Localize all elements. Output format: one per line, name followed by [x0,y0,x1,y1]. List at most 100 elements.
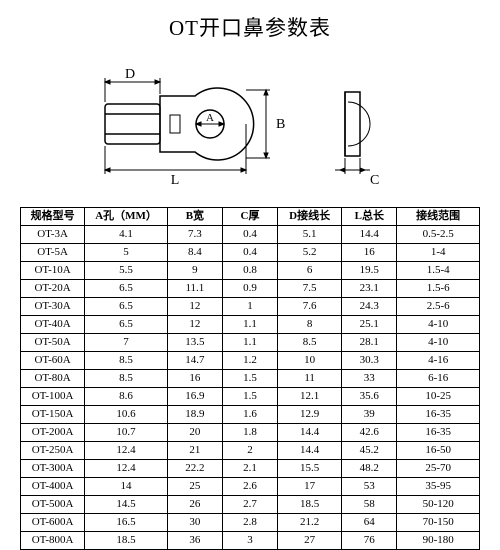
cell-d: 7.5 [278,280,342,298]
cell-range: 16-35 [397,424,480,442]
cell-l: 16 [342,244,397,262]
header-model: 规格型号 [21,208,85,226]
cell-c: 2.6 [222,478,277,496]
cell-l: 42.6 [342,424,397,442]
cell-a: 18.5 [85,532,168,550]
cell-range: 35-95 [397,478,480,496]
cell-model: OT-60A [21,352,85,370]
cell-c: 2.1 [222,460,277,478]
cell-b: 30 [167,514,222,532]
label-c: C [370,173,379,188]
cell-l: 28.1 [342,334,397,352]
cell-a: 16.5 [85,514,168,532]
cell-d: 5.2 [278,244,342,262]
table-row: OT-80A8.5161.511336-16 [21,370,480,388]
cell-b: 11.1 [167,280,222,298]
cell-b: 12 [167,316,222,334]
cell-a: 8.5 [85,352,168,370]
cell-b: 16.9 [167,388,222,406]
cell-d: 18.5 [278,496,342,514]
cell-b: 14.7 [167,352,222,370]
cell-c: 2 [222,442,277,460]
header-l: L总长 [342,208,397,226]
table-row: OT-100A8.616.91.512.135.610-25 [21,388,480,406]
cell-model: OT-5A [21,244,85,262]
table-row: OT-10A5.590.8619.51.5-4 [21,262,480,280]
cell-model: OT-250A [21,442,85,460]
cell-b: 16 [167,370,222,388]
cell-l: 76 [342,532,397,550]
cell-range: 1.5-4 [397,262,480,280]
cell-l: 58 [342,496,397,514]
cell-d: 12.9 [278,406,342,424]
cell-range: 2.5-6 [397,298,480,316]
cell-c: 0.4 [222,226,277,244]
cell-range: 10-25 [397,388,480,406]
label-d: D [125,67,135,82]
cell-a: 5.5 [85,262,168,280]
cell-model: OT-100A [21,388,85,406]
cell-b: 18.9 [167,406,222,424]
cell-a: 14.5 [85,496,168,514]
cell-c: 2.8 [222,514,277,532]
cell-a: 7 [85,334,168,352]
cell-model: OT-200A [21,424,85,442]
technical-diagram: D A B L [20,52,480,192]
cell-model: OT-30A [21,298,85,316]
table-row: OT-400A14252.6175335-95 [21,478,480,496]
cell-model: OT-3A [21,226,85,244]
cell-model: OT-150A [21,406,85,424]
cell-range: 16-50 [397,442,480,460]
cell-range: 1.5-6 [397,280,480,298]
cell-model: OT-500A [21,496,85,514]
cell-l: 48.2 [342,460,397,478]
cell-range: 16-35 [397,406,480,424]
cell-model: OT-600A [21,514,85,532]
cell-model: OT-80A [21,370,85,388]
page-title: OT开口鼻参数表 [20,12,480,42]
cell-b: 22.2 [167,460,222,478]
cell-model: OT-20A [21,280,85,298]
header-a: A孔（MM） [85,208,168,226]
cell-model: OT-400A [21,478,85,496]
table-row: OT-200A10.7201.814.442.616-35 [21,424,480,442]
cell-a: 8.6 [85,388,168,406]
cell-a: 8.5 [85,370,168,388]
cell-b: 25 [167,478,222,496]
cell-model: OT-300A [21,460,85,478]
cell-range: 4-16 [397,352,480,370]
cell-b: 26 [167,496,222,514]
cell-c: 1.6 [222,406,277,424]
cell-range: 6-16 [397,370,480,388]
cell-a: 14 [85,478,168,496]
cell-l: 24.3 [342,298,397,316]
cell-c: 3 [222,532,277,550]
table-row: OT-50A713.51.18.528.14-10 [21,334,480,352]
table-row: OT-20A6.511.10.97.523.11.5-6 [21,280,480,298]
cell-a: 10.6 [85,406,168,424]
cell-d: 8.5 [278,334,342,352]
cell-l: 53 [342,478,397,496]
table-row: OT-300A12.422.22.115.548.225-70 [21,460,480,478]
cell-range: 4-10 [397,334,480,352]
cell-model: OT-50A [21,334,85,352]
header-b: B宽 [167,208,222,226]
cell-c: 1.5 [222,370,277,388]
cell-c: 1.5 [222,388,277,406]
cell-a: 12.4 [85,460,168,478]
table-row: OT-60A8.514.71.21030.34-16 [21,352,480,370]
cell-a: 5 [85,244,168,262]
cell-range: 50-120 [397,496,480,514]
cell-d: 14.4 [278,442,342,460]
table-row: OT-500A14.5262.718.55850-120 [21,496,480,514]
cell-b: 13.5 [167,334,222,352]
cell-b: 21 [167,442,222,460]
cell-range: 90-180 [397,532,480,550]
cell-d: 15.5 [278,460,342,478]
cell-a: 6.5 [85,280,168,298]
cell-model: OT-10A [21,262,85,280]
cell-range: 70-150 [397,514,480,532]
cell-c: 1.8 [222,424,277,442]
cell-c: 1.1 [222,316,277,334]
header-range: 接线范围 [397,208,480,226]
